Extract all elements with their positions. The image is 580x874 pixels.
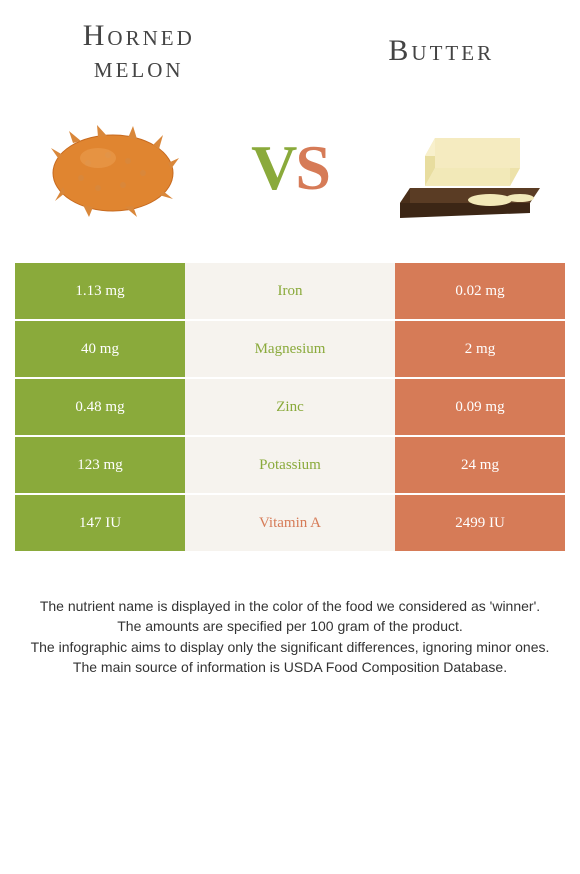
vs-label: VS	[251, 131, 329, 205]
cell-right-value: 0.02 mg	[395, 263, 565, 319]
titles-row: Horned melon Butter	[15, 20, 565, 83]
cell-right-value: 2 mg	[395, 321, 565, 377]
cell-nutrient-label: Vitamin A	[185, 495, 395, 551]
footer-line3: The infographic aims to display only the…	[25, 637, 555, 657]
cell-right-value: 24 mg	[395, 437, 565, 493]
cell-right-value: 0.09 mg	[395, 379, 565, 435]
table-row: 0.48 mgZinc0.09 mg	[15, 379, 565, 435]
footer-line2: The amounts are specified per 100 gram o…	[25, 616, 555, 636]
cell-left-value: 1.13 mg	[15, 263, 185, 319]
cell-nutrient-label: Magnesium	[185, 321, 395, 377]
table-row: 40 mgMagnesium2 mg	[15, 321, 565, 377]
table-row: 147 IUVitamin A2499 IU	[15, 495, 565, 551]
cell-left-value: 123 mg	[15, 437, 185, 493]
horned-melon-image	[25, 103, 200, 233]
footer-line1: The nutrient name is displayed in the co…	[25, 596, 555, 616]
butter-image	[380, 103, 555, 233]
title-right: Butter	[318, 34, 566, 68]
footer-line4: The main source of information is USDA F…	[25, 657, 555, 677]
cell-nutrient-label: Potassium	[185, 437, 395, 493]
comparison-table: 1.13 mgIron0.02 mg40 mgMagnesium2 mg0.48…	[15, 263, 565, 551]
vs-v: V	[251, 132, 295, 203]
title-left: Horned melon	[15, 20, 263, 83]
vs-s: S	[295, 132, 329, 203]
title-left-line1: Horned	[83, 19, 195, 52]
cell-left-value: 40 mg	[15, 321, 185, 377]
cell-left-value: 0.48 mg	[15, 379, 185, 435]
cell-nutrient-label: Iron	[185, 263, 395, 319]
cell-right-value: 2499 IU	[395, 495, 565, 551]
images-row: VS	[15, 103, 565, 233]
cell-left-value: 147 IU	[15, 495, 185, 551]
table-row: 1.13 mgIron0.02 mg	[15, 263, 565, 319]
footer-notes: The nutrient name is displayed in the co…	[15, 596, 565, 677]
table-row: 123 mgPotassium24 mg	[15, 437, 565, 493]
cell-nutrient-label: Zinc	[185, 379, 395, 435]
title-left-line2: melon	[94, 51, 184, 84]
